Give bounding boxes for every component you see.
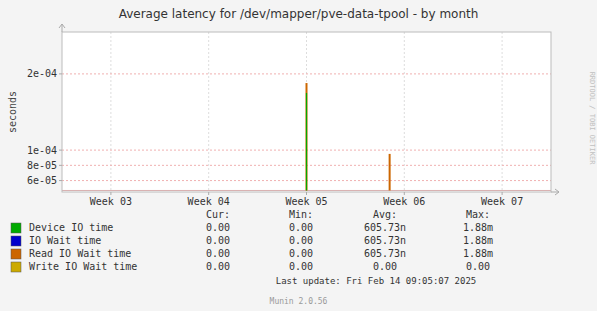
table-header: Max: [466, 209, 490, 220]
y-tick [59, 150, 62, 151]
x-grid-line [208, 32, 209, 192]
x-tick-label: Week 06 [383, 196, 425, 207]
table-value: 1.88m [463, 222, 493, 233]
y-tick [59, 165, 62, 166]
y-tick-label: 6e-05 [27, 175, 57, 186]
legend-swatch [11, 262, 21, 272]
table-value: 605.73n [364, 248, 406, 259]
plot-frame [62, 32, 551, 192]
y-tick [59, 180, 62, 181]
legend-swatch [11, 223, 21, 233]
table-value: 0.00 [466, 261, 490, 272]
table-header: Min: [289, 209, 313, 220]
x-tick-label: Week 03 [90, 196, 132, 207]
plot-area [62, 32, 551, 192]
last-update: Last update: Fri Feb 14 09:05:07 2025 [276, 276, 476, 286]
x-tick [502, 192, 503, 195]
spike [389, 154, 391, 191]
background [0, 0, 597, 311]
y-grid-line [62, 73, 551, 74]
y-axis-label: seconds [7, 91, 18, 133]
table-value: 0.00 [206, 261, 230, 272]
table-value: 0.00 [206, 235, 230, 246]
marks [62, 83, 551, 190]
table-value: 0.00 [289, 222, 313, 233]
x-grid-line [306, 32, 307, 192]
y-tick-label: 1e-04 [27, 145, 57, 156]
y-tick-label: 2e-04 [27, 68, 57, 79]
x-tick-label: Week 07 [481, 196, 523, 207]
legend-label: Read IO Wait time [29, 248, 131, 259]
spike [306, 93, 307, 191]
x-grid-line [502, 32, 503, 192]
table-header: Cur: [206, 209, 230, 220]
x-tick [208, 192, 209, 195]
watermark: RRDTOOL / TOBI OETIKER [588, 72, 596, 166]
table-value: 1.88m [463, 248, 493, 259]
table-value: 0.00 [289, 235, 313, 246]
table-value: 0.00 [289, 248, 313, 259]
x-tick [306, 192, 307, 195]
x-tick-label: Week 04 [188, 196, 230, 207]
y-tick-label: 8e-05 [27, 160, 57, 171]
table-value: 0.00 [206, 248, 230, 259]
y-tick [59, 73, 62, 74]
x-grid-line [110, 32, 111, 192]
x-tick-label: Week 05 [285, 196, 327, 207]
x-tick [404, 192, 405, 195]
x-grid-line [404, 32, 405, 192]
table-value: 605.73n [364, 235, 406, 246]
y-axis-arrow [59, 24, 65, 32]
table-header: Avg: [373, 209, 397, 220]
table-value: 605.73n [364, 222, 406, 233]
x-tick [110, 192, 111, 195]
legend-label: Write IO Wait time [29, 261, 137, 272]
legend-swatch [11, 249, 21, 259]
table-value: 1.88m [463, 235, 493, 246]
spike [306, 83, 308, 190]
table-value: 0.00 [373, 261, 397, 272]
legend-swatch [11, 236, 21, 246]
footer: Munin 2.0.56 [270, 297, 328, 306]
legend-label: IO Wait time [29, 235, 101, 246]
table-value: 0.00 [206, 222, 230, 233]
legend-label: Device IO time [29, 222, 113, 233]
x-axis-arrow [551, 189, 559, 195]
title: Average latency for /dev/mapper/pve-data… [119, 7, 479, 21]
table-value: 0.00 [289, 261, 313, 272]
